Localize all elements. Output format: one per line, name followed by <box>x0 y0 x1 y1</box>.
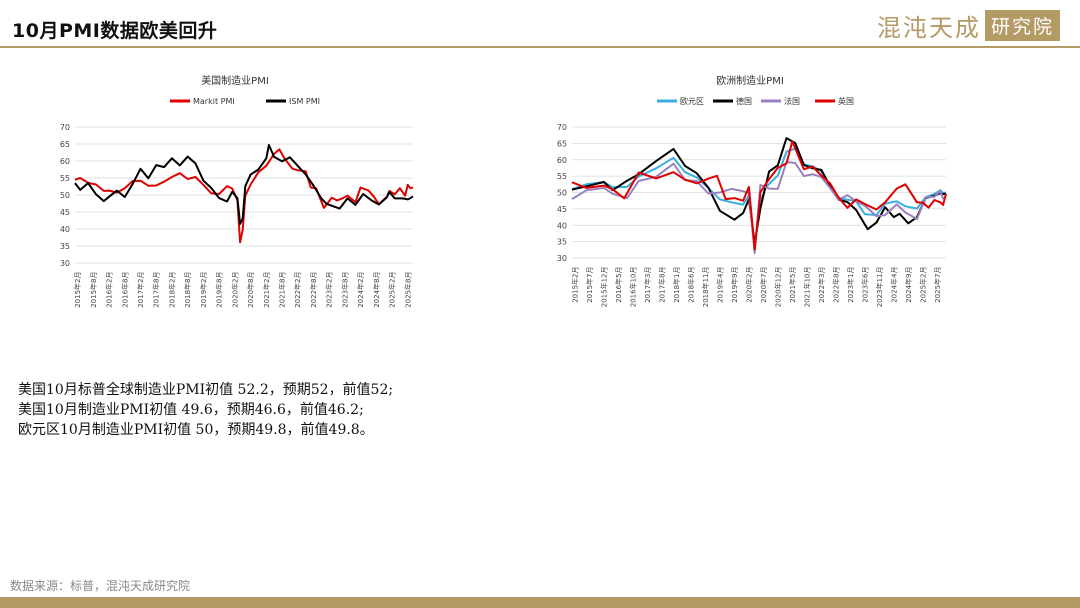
x-tick-label: 2017年3月 <box>643 267 652 303</box>
x-tick-label: 2015年2月 <box>73 272 82 308</box>
x-tick-label: 2018年2月 <box>167 272 176 308</box>
x-tick-label: 2023年1月 <box>846 267 855 303</box>
page-title: 10月PMI数据欧美回升 <box>12 20 218 42</box>
x-tick-label: 2024年2月 <box>356 272 365 308</box>
legend-label: 法国 <box>784 96 800 106</box>
x-tick-label: 2015年8月 <box>89 272 98 308</box>
legend-label: Markit PMI <box>193 97 235 106</box>
commentary-line: 欧元区10月制造业PMI初值 50，预期49.8，前值49.8。 <box>18 422 374 438</box>
commentary-line: 美国10月制造业PMI初值 49.6，预期46.6，前值46.2; <box>18 402 364 418</box>
x-tick-label: 2021年10月 <box>802 267 811 308</box>
y-tick-label: 35 <box>60 242 70 251</box>
x-tick-label: 2016年5月 <box>614 267 623 303</box>
x-tick-label: 2019年2月 <box>199 272 208 308</box>
y-tick-label: 65 <box>557 139 567 148</box>
x-tick-label: 2018年6月 <box>686 267 695 303</box>
legend-label: 欧元区 <box>680 96 704 106</box>
y-tick-label: 70 <box>557 123 567 132</box>
x-tick-label: 2022年3月 <box>817 267 826 303</box>
x-tick-label: 2015年2月 <box>570 267 579 303</box>
x-tick-label: 2021年2月 <box>262 272 271 308</box>
series-line <box>571 140 947 251</box>
y-tick-label: 40 <box>557 221 567 230</box>
y-tick-label: 65 <box>60 140 70 149</box>
x-tick-label: 2020年2月 <box>230 272 239 308</box>
x-tick-label: 2019年4月 <box>715 267 724 303</box>
x-tick-label: 2025年2月 <box>388 272 397 308</box>
company-logo: 混沌天成 研究院 <box>877 8 1060 42</box>
x-tick-label: 2017年8月 <box>657 267 666 303</box>
x-tick-label: 2016年2月 <box>105 272 114 308</box>
x-tick-label: 2024年9月 <box>904 267 913 303</box>
x-tick-label: 2018年11月 <box>701 267 710 308</box>
commentary-block: 美国10月标普全球制造业PMI初值 52.2，预期52，前值52; 美国10月制… <box>18 380 393 440</box>
logo-main-text: 混沌天成 <box>876 13 981 42</box>
y-tick-label: 40 <box>60 225 70 234</box>
x-tick-label: 2016年10月 <box>628 267 637 308</box>
header-divider <box>0 46 1080 48</box>
x-tick-label: 2020年7月 <box>759 267 768 303</box>
legend-label: 德国 <box>736 96 752 106</box>
x-tick-label: 2023年6月 <box>860 267 869 303</box>
series-line <box>74 148 414 244</box>
data-source-note: 数据来源：标普，混沌天成研究院 <box>10 579 191 593</box>
x-tick-label: 2024年8月 <box>372 272 381 308</box>
commentary-line: 美国10月标普全球制造业PMI初值 52.2，预期52，前值52; <box>18 382 394 398</box>
y-tick-label: 60 <box>60 157 70 166</box>
x-tick-label: 2017年2月 <box>136 272 145 308</box>
chart-title: 美国制造业PMI <box>201 74 269 87</box>
x-tick-label: 2023年8月 <box>340 272 349 308</box>
y-tick-label: 45 <box>557 205 567 214</box>
x-tick-label: 2024年4月 <box>889 267 898 303</box>
y-tick-label: 45 <box>60 208 70 217</box>
y-tick-label: 50 <box>557 189 567 198</box>
x-tick-label: 2015年12月 <box>599 267 608 308</box>
x-tick-label: 2023年11月 <box>875 267 884 308</box>
x-tick-label: 2020年12月 <box>773 267 782 308</box>
x-tick-label: 2018年8月 <box>183 272 192 308</box>
x-tick-label: 2020年2月 <box>744 267 753 303</box>
x-tick-label: 2016年8月 <box>120 272 129 308</box>
legend-label: ISM PMI <box>289 97 320 106</box>
y-tick-label: 55 <box>557 172 567 181</box>
y-tick-label: 55 <box>60 174 70 183</box>
x-tick-label: 2023年2月 <box>325 272 334 308</box>
series-line <box>74 144 414 225</box>
y-tick-label: 60 <box>557 156 567 165</box>
x-tick-label: 2022年8月 <box>309 272 318 308</box>
y-tick-label: 30 <box>557 254 567 263</box>
footer-bar <box>0 597 1080 608</box>
x-tick-label: 2022年8月 <box>831 267 840 303</box>
x-tick-label: 2017年8月 <box>152 272 161 308</box>
x-tick-label: 2019年9月 <box>730 267 739 303</box>
y-tick-label: 35 <box>557 238 567 247</box>
europe-pmi-chart: 欧洲制造业PMI 欧元区 德国 法国 英国 30 35 40 45 50 55 60 65 70 2015年… <box>557 74 947 308</box>
x-tick-label: 2021年8月 <box>277 272 286 308</box>
us-pmi-chart: 美国制造业PMI Markit PMI ISM PMI 30 35 40 45 50 55 60 6… <box>60 74 414 308</box>
x-tick-label: 2021年5月 <box>788 267 797 303</box>
x-tick-label: 2020年8月 <box>246 272 255 308</box>
x-tick-label: 2015年7月 <box>585 267 594 303</box>
chart-title: 欧洲制造业PMI <box>716 74 784 87</box>
y-tick-label: 70 <box>60 123 70 132</box>
x-tick-label: 2025年8月 <box>403 272 412 308</box>
series-line <box>571 137 947 245</box>
legend-label: 英国 <box>838 96 854 106</box>
x-tick-label: 2018年1月 <box>672 267 681 303</box>
y-tick-label: 30 <box>60 259 70 268</box>
x-tick-label: 2022年2月 <box>293 272 302 308</box>
y-tick-label: 50 <box>60 191 70 200</box>
x-tick-label: 2019年8月 <box>215 272 224 308</box>
x-tick-label: 2025年2月 <box>918 267 927 303</box>
series-line <box>571 147 947 248</box>
logo-box-text: 研究院 <box>984 9 1060 41</box>
x-tick-label: 2025年7月 <box>933 267 942 303</box>
